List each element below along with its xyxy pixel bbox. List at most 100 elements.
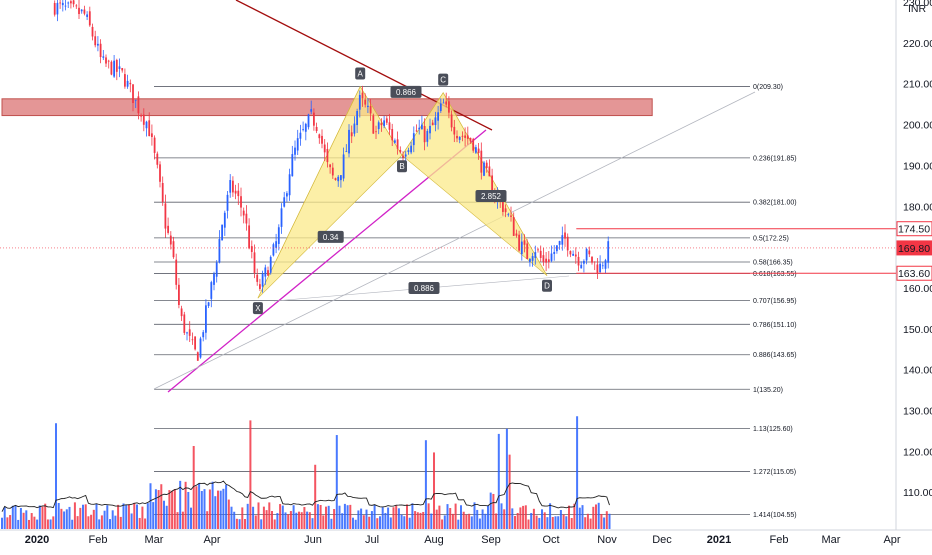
candle[interactable] xyxy=(259,284,261,289)
candle[interactable] xyxy=(545,258,548,263)
candle[interactable] xyxy=(72,0,75,5)
candle[interactable] xyxy=(469,137,472,142)
candle[interactable] xyxy=(310,109,313,112)
candle[interactable] xyxy=(202,332,205,338)
price-badge[interactable] xyxy=(896,265,932,281)
candle[interactable] xyxy=(396,139,399,149)
candle[interactable] xyxy=(464,135,467,138)
candle[interactable] xyxy=(145,121,148,129)
candle[interactable] xyxy=(302,129,305,131)
candle[interactable] xyxy=(529,258,531,262)
candle[interactable] xyxy=(526,243,529,259)
candle[interactable] xyxy=(275,241,278,248)
candle[interactable] xyxy=(304,123,307,132)
candle[interactable] xyxy=(242,210,245,216)
candle[interactable] xyxy=(148,120,151,137)
candle[interactable] xyxy=(124,74,126,87)
candle[interactable] xyxy=(502,201,504,212)
candle[interactable] xyxy=(383,120,386,126)
candle[interactable] xyxy=(261,273,264,287)
candle[interactable] xyxy=(78,7,80,15)
candle[interactable] xyxy=(110,61,113,75)
candle[interactable] xyxy=(167,225,170,233)
candle[interactable] xyxy=(126,80,129,87)
candle[interactable] xyxy=(291,154,294,177)
candle[interactable] xyxy=(426,130,429,142)
candle[interactable] xyxy=(183,314,186,333)
candle[interactable] xyxy=(531,256,534,261)
candle[interactable] xyxy=(61,2,64,6)
candle[interactable] xyxy=(137,96,140,114)
candle[interactable] xyxy=(329,164,332,168)
candle[interactable] xyxy=(577,256,580,266)
candle[interactable] xyxy=(115,59,118,72)
candle[interactable] xyxy=(364,99,367,105)
candle[interactable] xyxy=(350,132,353,137)
candle[interactable] xyxy=(194,336,197,350)
candle[interactable] xyxy=(67,2,70,4)
candle[interactable] xyxy=(415,130,418,132)
candle[interactable] xyxy=(488,166,491,177)
candle[interactable] xyxy=(250,246,253,252)
candle[interactable] xyxy=(607,241,610,263)
candle[interactable] xyxy=(377,122,380,130)
candle[interactable] xyxy=(88,11,91,26)
candle[interactable] xyxy=(153,137,156,153)
candle[interactable] xyxy=(564,232,566,239)
candle[interactable] xyxy=(229,180,232,193)
candle[interactable] xyxy=(348,129,350,154)
candle[interactable] xyxy=(107,60,110,62)
candle[interactable] xyxy=(391,129,394,141)
pattern-ratio-label[interactable]: 0.886 xyxy=(414,284,435,293)
candle[interactable] xyxy=(315,126,318,132)
candle[interactable] xyxy=(410,145,413,153)
candle[interactable] xyxy=(561,235,564,245)
candle[interactable] xyxy=(313,112,315,126)
candle[interactable] xyxy=(267,270,269,276)
candle[interactable] xyxy=(240,196,242,208)
candle[interactable] xyxy=(340,175,342,181)
candle[interactable] xyxy=(56,2,59,15)
candle[interactable] xyxy=(121,68,124,71)
candle[interactable] xyxy=(356,111,359,126)
candle[interactable] xyxy=(97,43,99,46)
candle[interactable] xyxy=(458,136,461,140)
candle[interactable] xyxy=(70,1,72,4)
candle[interactable] xyxy=(450,114,453,128)
candle[interactable] xyxy=(156,153,159,165)
candle[interactable] xyxy=(399,149,402,153)
candle[interactable] xyxy=(232,180,234,193)
candle[interactable] xyxy=(591,256,593,263)
pattern-point-x[interactable]: X xyxy=(255,304,261,313)
candle[interactable] xyxy=(518,234,521,251)
candle[interactable] xyxy=(358,94,361,110)
candle[interactable] xyxy=(375,131,377,133)
candle[interactable] xyxy=(515,233,518,236)
candle[interactable] xyxy=(380,123,383,126)
candle[interactable] xyxy=(286,193,288,197)
candle[interactable] xyxy=(172,241,175,258)
candle[interactable] xyxy=(599,263,602,273)
candle[interactable] xyxy=(280,208,283,227)
candle[interactable] xyxy=(558,241,561,245)
candle[interactable] xyxy=(412,133,415,146)
candle[interactable] xyxy=(191,339,194,341)
candle[interactable] xyxy=(453,126,456,135)
candle[interactable] xyxy=(91,26,94,37)
candle[interactable] xyxy=(523,240,526,245)
candle[interactable] xyxy=(105,57,107,64)
candle[interactable] xyxy=(80,9,83,12)
candle[interactable] xyxy=(99,43,102,58)
candle[interactable] xyxy=(205,305,207,333)
candle[interactable] xyxy=(534,252,537,258)
candle[interactable] xyxy=(161,182,164,203)
candle[interactable] xyxy=(245,213,248,224)
pattern-point-b[interactable]: B xyxy=(399,162,404,171)
candle[interactable] xyxy=(461,135,464,137)
candle[interactable] xyxy=(539,250,542,258)
candle[interactable] xyxy=(118,66,121,69)
candle[interactable] xyxy=(542,255,545,263)
candle[interactable] xyxy=(423,126,426,143)
candle[interactable] xyxy=(277,227,280,244)
candle[interactable] xyxy=(394,140,396,143)
